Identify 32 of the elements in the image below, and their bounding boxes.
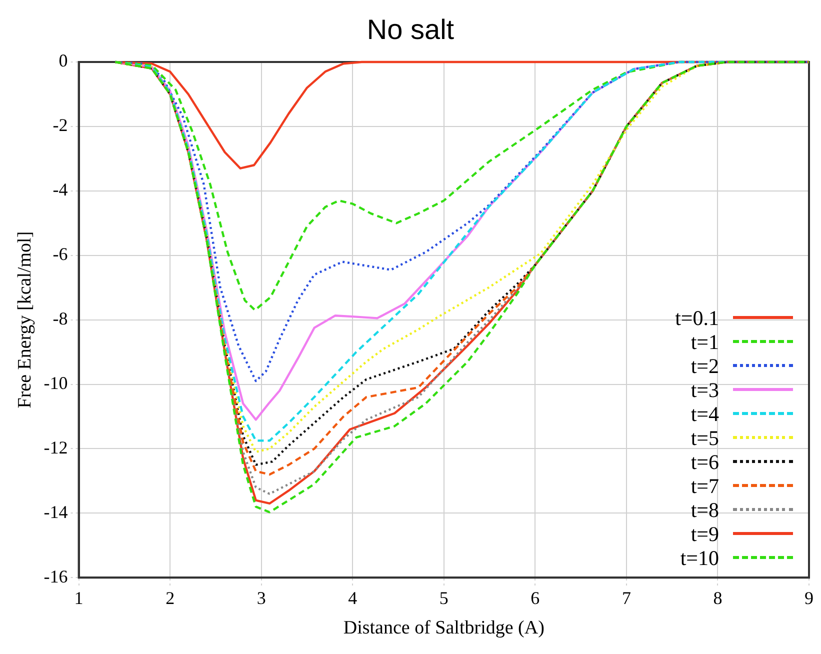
x-tick-label: 4 (348, 588, 358, 608)
x-tick-label: 6 (530, 588, 540, 608)
legend-label: t=6 (690, 450, 719, 474)
x-tick-label: 2 (166, 588, 175, 608)
legend-label: t=2 (690, 354, 719, 378)
y-tick-label: -2 (52, 115, 68, 136)
y-tick-label: -6 (52, 244, 68, 264)
legend-label: t=8 (690, 498, 719, 522)
x-tick-label: 9 (804, 588, 814, 608)
y-tick-label: 0 (58, 50, 68, 71)
legend-label: t=1 (690, 330, 719, 354)
x-tick-label: 7 (622, 588, 631, 608)
y-tick-label: -16 (44, 566, 68, 586)
x-tick-label: 8 (713, 588, 722, 608)
legend-label: t=3 (690, 378, 719, 402)
y-tick-label: -14 (44, 502, 68, 522)
legend-label: t=5 (690, 426, 719, 450)
y-tick-label: -4 (52, 180, 68, 200)
chart-title: No salt (366, 14, 456, 46)
legend-label: t=9 (690, 522, 719, 546)
legend-label: t=0.1 (675, 306, 719, 330)
x-tick-label: 1 (74, 588, 84, 608)
y-tick-label: -8 (52, 308, 68, 329)
y-tick-label: -10 (44, 372, 68, 393)
legend-label: t=4 (690, 402, 719, 426)
x-tick-label: 3 (256, 588, 266, 608)
y-tick-label: -12 (44, 437, 68, 458)
y-axis-title: Free Energy [kcal/mol] (14, 231, 36, 408)
legend-label: t=10 (679, 546, 719, 570)
x-axis-title: Distance of Saltbridge (A) (343, 618, 544, 639)
legend-label: t=7 (690, 474, 719, 498)
x-tick-label: 5 (439, 588, 448, 608)
